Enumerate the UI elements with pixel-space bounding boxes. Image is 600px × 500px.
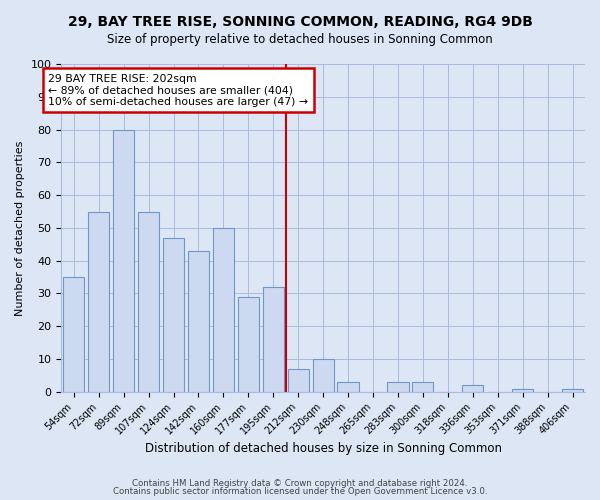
Bar xyxy=(213,228,234,392)
Bar xyxy=(138,212,159,392)
Bar xyxy=(188,251,209,392)
Bar xyxy=(388,382,409,392)
Bar xyxy=(163,238,184,392)
Y-axis label: Number of detached properties: Number of detached properties xyxy=(15,140,25,316)
Bar xyxy=(412,382,433,392)
Bar xyxy=(263,287,284,392)
Bar xyxy=(287,369,309,392)
Text: 29, BAY TREE RISE, SONNING COMMON, READING, RG4 9DB: 29, BAY TREE RISE, SONNING COMMON, READI… xyxy=(68,15,532,29)
Text: Contains public sector information licensed under the Open Government Licence v3: Contains public sector information licen… xyxy=(113,487,487,496)
Bar xyxy=(337,382,359,392)
Bar xyxy=(88,212,109,392)
Text: 29 BAY TREE RISE: 202sqm
← 89% of detached houses are smaller (404)
10% of semi-: 29 BAY TREE RISE: 202sqm ← 89% of detach… xyxy=(49,74,308,107)
Text: Size of property relative to detached houses in Sonning Common: Size of property relative to detached ho… xyxy=(107,32,493,46)
Bar xyxy=(462,386,484,392)
Bar xyxy=(238,296,259,392)
Bar xyxy=(313,359,334,392)
Bar xyxy=(63,277,85,392)
Text: Contains HM Land Registry data © Crown copyright and database right 2024.: Contains HM Land Registry data © Crown c… xyxy=(132,478,468,488)
Bar xyxy=(562,388,583,392)
Bar xyxy=(113,130,134,392)
X-axis label: Distribution of detached houses by size in Sonning Common: Distribution of detached houses by size … xyxy=(145,442,502,455)
Bar xyxy=(512,388,533,392)
